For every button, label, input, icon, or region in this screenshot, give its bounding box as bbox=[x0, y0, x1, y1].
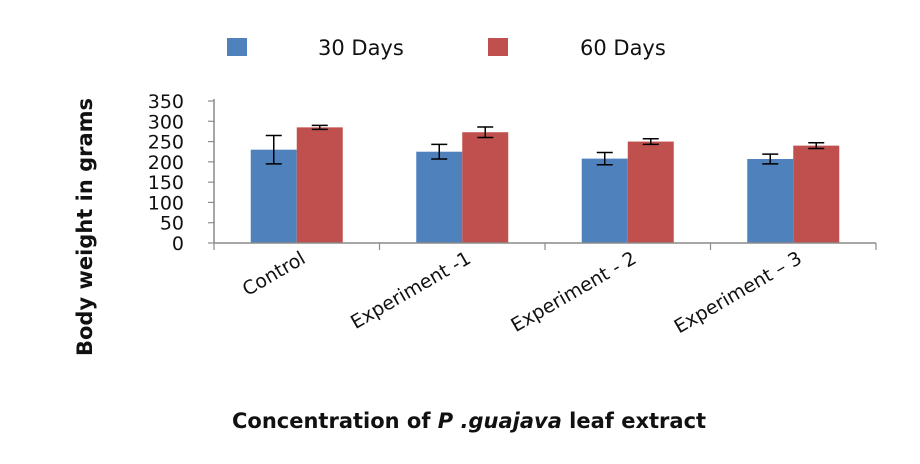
y-tick-label: 300 bbox=[148, 111, 184, 133]
bar-30-days bbox=[416, 151, 463, 243]
legend: 30 Days 60 Days bbox=[227, 36, 666, 60]
bars bbox=[250, 127, 840, 243]
x-axis-label-part-1: Concentration of bbox=[232, 409, 438, 433]
category-label: Control bbox=[239, 247, 309, 300]
bar-30-days bbox=[747, 159, 794, 243]
legend-label-60-days: 60 Days bbox=[580, 36, 666, 60]
category-label: Experiment -1 bbox=[347, 247, 475, 333]
y-axis-label: Body weight in grams bbox=[73, 98, 97, 356]
bar-60-days bbox=[462, 132, 509, 243]
y-tick-label: 250 bbox=[148, 132, 184, 154]
error-bars bbox=[265, 124, 825, 166]
bar-30-days bbox=[250, 149, 297, 243]
x-axis-label-part-3: leaf extract bbox=[562, 409, 706, 433]
bar-60-days bbox=[627, 141, 674, 243]
legend-label-30-days: 30 Days bbox=[318, 36, 404, 60]
axes bbox=[213, 99, 877, 250]
y-tick-label: 50 bbox=[160, 213, 184, 235]
y-tick-label: 100 bbox=[148, 192, 184, 214]
legend-swatch-60-days bbox=[488, 38, 508, 56]
category-labels: Control Experiment -1 Experiment - 2 Experi… bbox=[239, 247, 806, 338]
bar-60-days bbox=[793, 145, 840, 243]
x-axis-label-species: P .guajava bbox=[438, 409, 562, 433]
x-axis-label: Concentration of P .guajava leaf extract bbox=[232, 409, 706, 433]
y-tick-label: 350 bbox=[148, 91, 184, 113]
y-tick-label: 150 bbox=[148, 172, 184, 194]
category-label: Experiment – 3 bbox=[671, 247, 806, 338]
bar-60-days bbox=[296, 127, 343, 243]
y-tick-label: 200 bbox=[148, 152, 184, 174]
legend-swatch-30-days bbox=[227, 38, 247, 56]
bar-30-days bbox=[581, 158, 628, 243]
category-label: Experiment - 2 bbox=[507, 247, 640, 336]
y-tick-label: 0 bbox=[172, 233, 184, 255]
